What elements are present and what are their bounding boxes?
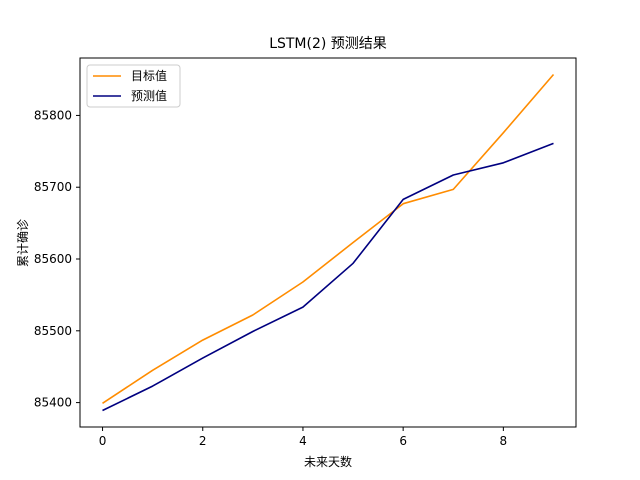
x-axis-label: 未来天数 [304, 454, 352, 469]
x-tick-label: 2 [199, 434, 207, 448]
plot-frame [79, 57, 577, 428]
y-tick-label: 85500 [34, 324, 72, 338]
series-line-1 [102, 142, 554, 412]
legend: 目标值 预测值 [86, 64, 181, 108]
legend-label-target: 目标值 [131, 68, 167, 83]
y-tick-label: 85600 [34, 252, 72, 266]
x-tick-label: 6 [399, 434, 407, 448]
y-tick-label: 85800 [34, 108, 72, 122]
x-axis: 0 2 4 6 8 [99, 427, 507, 448]
x-tick-label: 8 [500, 434, 508, 448]
y-axis: 85400 85500 85600 85700 85800 [34, 108, 80, 410]
legend-label-prediction: 预测值 [131, 88, 167, 103]
x-tick-label: 4 [299, 434, 307, 448]
series-layer [102, 73, 555, 412]
chart-title: LSTM(2) 预测结果 [269, 36, 387, 52]
y-tick-label: 85700 [34, 180, 72, 194]
y-tick-label: 85400 [34, 396, 72, 410]
y-axis-label: 累计确诊 [16, 219, 30, 267]
x-tick-label: 0 [99, 434, 107, 448]
series-line-0 [102, 73, 555, 404]
